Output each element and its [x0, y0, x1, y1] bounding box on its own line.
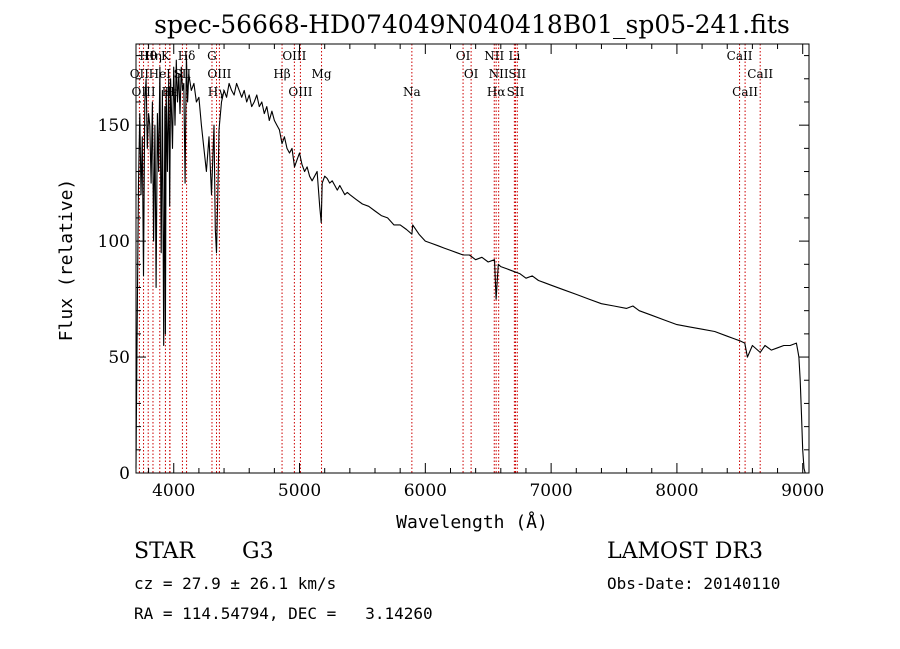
x-axis: 4000 5000 6000 7000 8000 9000: [148, 44, 824, 501]
line-label: NII: [484, 49, 504, 63]
line-label: Hθ: [139, 49, 157, 63]
coordinates: RA = 114.54794, DEC = 3.14260: [134, 604, 433, 623]
plot-frame: [135, 43, 810, 474]
x-tick-label: 5000: [278, 481, 321, 501]
spectral-line-markers: [138, 44, 761, 473]
y-tick-label: 0: [119, 464, 130, 484]
line-label: CaII: [727, 49, 753, 63]
line-label: CaII: [732, 85, 758, 99]
x-tick-label: 9000: [781, 481, 824, 501]
line-label: SII: [508, 67, 526, 81]
object-class: STAR: [134, 539, 195, 564]
line-label: OI: [456, 49, 471, 63]
spectral-line-labels: HθOIIOIIIKHeIHεHηSIIHHδOIIIHγGHβOIIIOIII…: [130, 49, 774, 99]
line-label: Na: [403, 85, 421, 99]
y-axis: 0 50 100 150: [98, 55, 809, 484]
y-tick-label: 100: [98, 232, 130, 252]
line-label: OIII: [282, 49, 306, 63]
line-label: SII: [507, 85, 525, 99]
line-label: Hβ: [273, 67, 290, 81]
x-axis-label: Wavelength (Å): [396, 511, 548, 533]
x-tick-label: 4000: [152, 481, 195, 501]
line-label: CaII: [747, 67, 773, 81]
subclass: G3: [242, 539, 274, 564]
redshift-readout: cz = 27.9 ± 26.1 km/s: [134, 574, 337, 593]
line-label: K: [161, 49, 171, 63]
line-label: OIII: [207, 67, 231, 81]
y-tick-label: 150: [98, 116, 130, 136]
survey-name: LAMOST DR3: [607, 539, 763, 564]
x-tick-label: 6000: [404, 481, 447, 501]
line-label: Hα: [487, 85, 506, 99]
line-label: Mg: [312, 67, 332, 81]
line-label: OII: [130, 67, 150, 81]
line-label: Hγ: [208, 85, 226, 99]
chart-title: spec-56668-HD074049N040418B01_sp05-241.f…: [154, 10, 790, 39]
line-label: G: [207, 49, 217, 63]
line-label: OIII: [288, 85, 312, 99]
x-tick-label: 8000: [655, 481, 698, 501]
line-label: NII: [489, 67, 509, 81]
series-line: [135, 55, 806, 474]
y-axis-label: Flux (relative): [56, 179, 77, 342]
line-label: Hη: [144, 49, 162, 63]
line-label: Li: [508, 49, 520, 63]
line-label: OI: [464, 67, 479, 81]
line-label: H: [164, 85, 174, 99]
obs-date: Obs-Date: 20140110: [607, 574, 781, 593]
x-tick-label: 7000: [529, 481, 572, 501]
line-label: OIII: [132, 85, 156, 99]
y-tick-label: 50: [108, 348, 130, 368]
series-layer: [135, 55, 806, 474]
